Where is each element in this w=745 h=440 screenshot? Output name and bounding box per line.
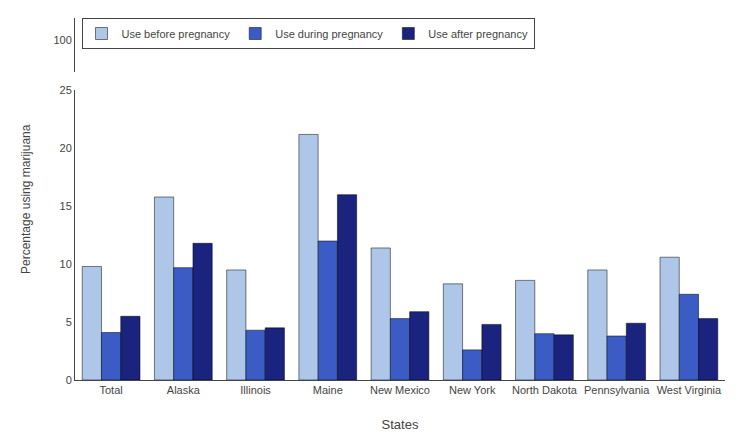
svg-text:20: 20	[60, 142, 72, 154]
svg-text:New Mexico: New Mexico	[370, 384, 430, 396]
svg-text:100: 100	[53, 34, 71, 46]
svg-text:New York: New York	[449, 384, 496, 396]
svg-text:States: States	[382, 417, 419, 432]
svg-text:Maine: Maine	[313, 384, 343, 396]
svg-text:North Dakota: North Dakota	[512, 384, 578, 396]
svg-text:Use after pregnancy: Use after pregnancy	[428, 28, 528, 40]
svg-text:Pennsylvania: Pennsylvania	[584, 384, 650, 396]
svg-text:Percentage using marijuana: Percentage using marijuana	[19, 124, 33, 274]
svg-text:25: 25	[60, 84, 72, 96]
svg-text:Use during pregnancy: Use during pregnancy	[275, 28, 383, 40]
svg-text:10: 10	[60, 258, 72, 270]
svg-text:West Virginia: West Virginia	[657, 384, 722, 396]
svg-text:Illinois: Illinois	[240, 384, 271, 396]
svg-text:15: 15	[60, 200, 72, 212]
svg-text:Use before pregnancy: Use before pregnancy	[122, 28, 231, 40]
svg-text:Alaska: Alaska	[167, 384, 201, 396]
svg-text:Total: Total	[99, 384, 122, 396]
svg-text:5: 5	[66, 316, 72, 328]
svg-text:0: 0	[66, 374, 72, 386]
